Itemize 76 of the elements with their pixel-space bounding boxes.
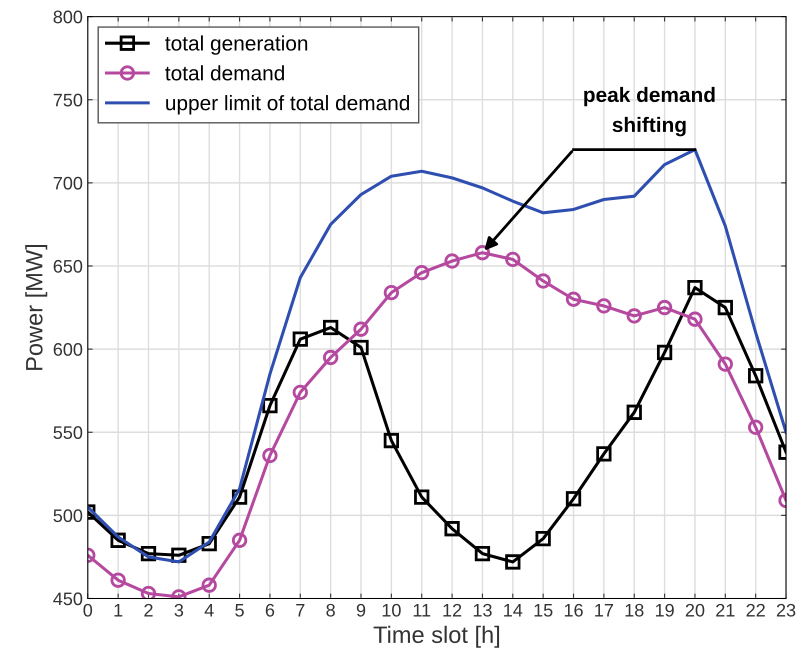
point [474, 546, 490, 562]
point [566, 491, 582, 506]
x-tick-label: 4 [204, 604, 214, 616]
y-tick-label: 650 [54, 260, 82, 273]
legend-label: upper limit of total demand [166, 95, 410, 114]
legend-label: total demand [165, 65, 284, 81]
point [687, 312, 703, 327]
point [687, 280, 703, 296]
point [110, 572, 126, 588]
point [384, 284, 400, 300]
point [444, 253, 460, 269]
x-tick-label: 11 [414, 604, 430, 616]
x-tick-label: 19 [656, 604, 674, 617]
y-tick-label: 700 [54, 176, 82, 190]
x-tick-label: 20 [686, 604, 704, 617]
x-tick-label: 6 [266, 604, 274, 617]
x-tick-label: 8 [326, 604, 335, 617]
x-tick-label: 5 [235, 604, 244, 617]
x-tick-label: 9 [356, 604, 366, 617]
point [596, 446, 612, 462]
point [505, 252, 520, 267]
x-tick-label: 18 [626, 604, 644, 617]
point [718, 356, 733, 372]
point [656, 300, 672, 316]
y-axis-title: Power [MW] [25, 244, 48, 370]
point [414, 265, 430, 280]
point [323, 350, 338, 366]
point [536, 531, 551, 546]
annotation: peak demand shifting [584, 86, 715, 136]
point [202, 578, 217, 593]
y-tick-label: 750 [54, 94, 82, 106]
x-tick-label: 7 [296, 604, 304, 616]
x-tick-label: 17 [595, 604, 614, 616]
y-tick-label: 800 [54, 10, 82, 24]
point [292, 332, 308, 347]
x-tick-label: 23 [776, 604, 796, 617]
point [566, 292, 582, 307]
x-tick-label: 3 [174, 604, 184, 617]
point [292, 384, 308, 400]
x-tick-label: 21 [716, 604, 734, 616]
point [140, 586, 156, 598]
point [748, 420, 764, 435]
point [353, 340, 369, 356]
x-axis-title: Time slot [h] [374, 626, 500, 648]
point [414, 489, 430, 505]
legend-label: total generation [165, 35, 308, 55]
x-tick-label: 2 [144, 604, 153, 616]
y-tick-label: 550 [54, 426, 82, 439]
point [353, 322, 369, 337]
line-series [88, 148, 786, 564]
point [718, 300, 733, 316]
point [444, 521, 460, 536]
point [748, 368, 764, 384]
y-tick-label: 500 [54, 509, 82, 522]
x-tick-label: 16 [564, 604, 583, 617]
point [505, 554, 520, 570]
point [596, 298, 612, 314]
x-tick-label: 15 [534, 604, 552, 617]
point [323, 320, 338, 336]
x-tick-label: 13 [474, 604, 492, 617]
point [474, 245, 490, 260]
point [626, 308, 642, 324]
point [656, 344, 672, 360]
x-tick-label: 1 [114, 604, 122, 616]
x-tick-label: 14 [504, 604, 522, 616]
y-tick-label: 600 [54, 343, 82, 356]
x-tick-label: 12 [443, 604, 462, 616]
point [262, 448, 278, 464]
y-tick-label: 450 [53, 592, 82, 606]
x-tick-label: 0 [83, 604, 92, 617]
x-tick-label: 10 [382, 604, 401, 617]
x-tick-label: 22 [746, 604, 765, 616]
point [384, 432, 400, 448]
point [232, 532, 248, 548]
point [626, 404, 642, 420]
point [536, 273, 551, 289]
